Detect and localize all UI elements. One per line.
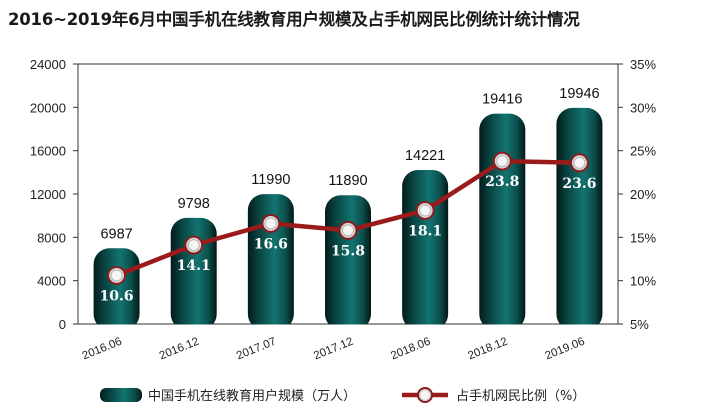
bar-value-label: 6987 bbox=[100, 226, 132, 242]
data-labels: 6987 9798 11990 11890 14221 19416 19946 10.6 14.… bbox=[100, 86, 600, 305]
ratio-point bbox=[187, 239, 200, 252]
x-tick-label: 2017.12 bbox=[312, 336, 355, 363]
bar-value-label: 14221 bbox=[405, 148, 445, 164]
left-tick-label: 16000 bbox=[30, 144, 66, 159]
ratio-point bbox=[110, 269, 123, 282]
bar-value-label: 11990 bbox=[251, 172, 290, 188]
legend-label-bar: 中国手机在线教育用户规模（万人） bbox=[148, 388, 356, 404]
ratio-point bbox=[573, 156, 586, 169]
legend-label-line: 占手机网民比例（%） bbox=[456, 389, 585, 404]
left-tick-label: 0 bbox=[59, 317, 66, 332]
ratio-value-label: 15.8 bbox=[331, 243, 365, 259]
x-tick-label: 2016.06 bbox=[81, 336, 124, 363]
bars bbox=[79, 107, 617, 332]
right-tick-label: 15% bbox=[630, 230, 656, 245]
left-tick-label: 20000 bbox=[30, 100, 66, 115]
ratio-line bbox=[107, 151, 589, 285]
bar-value-label: 19946 bbox=[559, 86, 599, 102]
left-tick-label: 4000 bbox=[37, 274, 66, 289]
left-tick-label: 12000 bbox=[30, 187, 66, 202]
ratio-point bbox=[496, 155, 509, 168]
x-tick-label: 2016.12 bbox=[158, 336, 201, 363]
ratio-value-label: 14.1 bbox=[177, 258, 211, 274]
ratio-value-label: 16.6 bbox=[254, 236, 288, 252]
ratio-value-label: 10.6 bbox=[100, 288, 134, 304]
x-tick-label: 2018.12 bbox=[466, 336, 509, 363]
left-tick-label: 24000 bbox=[30, 57, 66, 72]
ratio-value-label: 23.6 bbox=[562, 176, 596, 192]
right-tick-label: 35% bbox=[630, 57, 656, 72]
bar-users bbox=[556, 107, 603, 330]
ratio-point bbox=[264, 217, 277, 230]
right-tick-label: 30% bbox=[630, 100, 656, 115]
right-tick-label: 25% bbox=[630, 144, 656, 159]
x-tick-label: 2018.06 bbox=[389, 336, 432, 363]
bar-value-label: 9798 bbox=[178, 196, 210, 212]
bar-value-label: 19416 bbox=[482, 92, 522, 108]
ratio-value-label: 23.8 bbox=[485, 174, 519, 190]
ratio-value-label: 18.1 bbox=[408, 223, 442, 239]
right-tick-label: 10% bbox=[630, 274, 656, 289]
bar-users bbox=[402, 169, 449, 330]
x-tick-label: 2019.06 bbox=[544, 336, 587, 363]
ratio-point bbox=[419, 204, 432, 217]
bar-users bbox=[325, 195, 371, 330]
legend: 中国手机在线教育用户规模（万人） 占手机网民比例（%） bbox=[100, 387, 585, 404]
legend-marker-inner bbox=[420, 390, 430, 400]
bar-users bbox=[170, 217, 217, 330]
ratio-point bbox=[342, 224, 354, 237]
x-tick-label: 2017.07 bbox=[235, 336, 278, 363]
right-tick-label: 5% bbox=[630, 317, 649, 332]
chart-title: 2016~2019年6月中国手机在线教育用户规模及占手机网民比例统计统计情况 bbox=[8, 10, 580, 29]
bar-users bbox=[479, 113, 526, 330]
right-tick-label: 20% bbox=[630, 187, 656, 202]
left-tick-label: 8000 bbox=[37, 230, 66, 245]
legend-swatch-bar bbox=[100, 388, 142, 402]
bar-value-label: 11890 bbox=[328, 173, 367, 189]
axis-mask bbox=[79, 324, 617, 332]
